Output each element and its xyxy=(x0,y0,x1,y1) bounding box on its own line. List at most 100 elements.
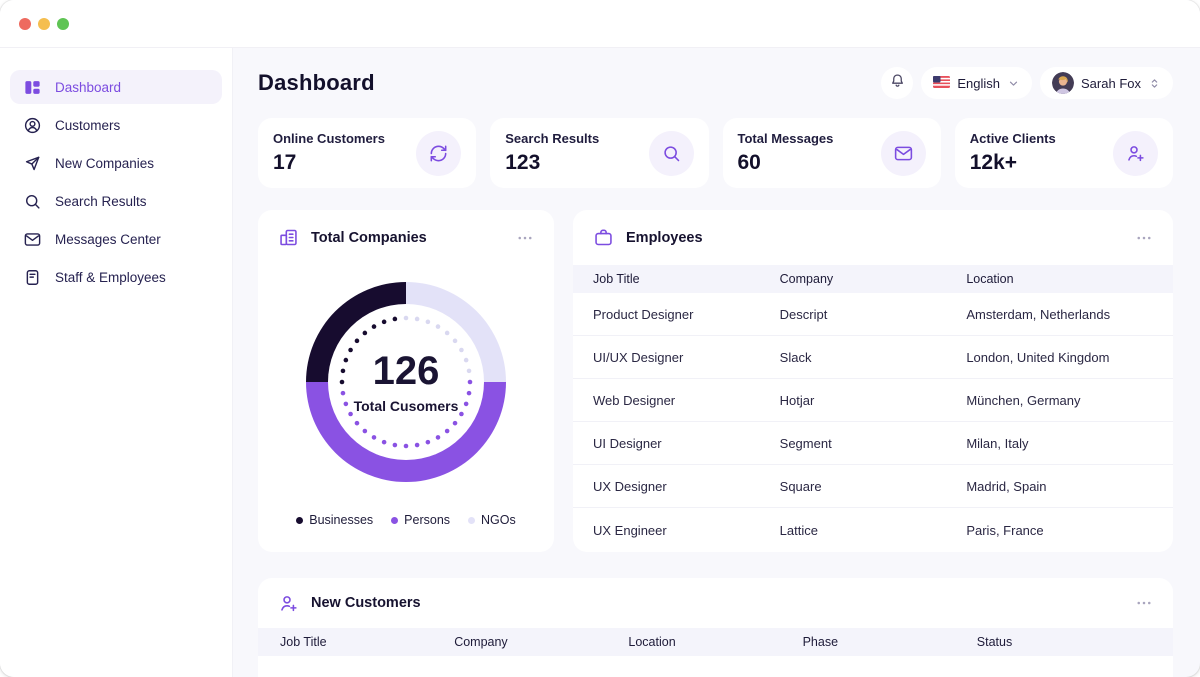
stat-card-total-messages: Total Messages 60 xyxy=(722,118,941,188)
user-plus-icon xyxy=(278,593,299,614)
traffic-light-zoom-button[interactable] xyxy=(57,17,69,30)
donut-center-value: 126 xyxy=(372,348,440,393)
column-header: Location xyxy=(628,635,676,649)
cell-job: UI Designer xyxy=(593,435,662,451)
card-title: Total Companies xyxy=(311,229,427,246)
legend-item-businesses: Businesses xyxy=(296,513,373,527)
stat-card-search-results: Search Results 123 xyxy=(490,118,709,188)
language-label: English xyxy=(957,75,1001,91)
column-header: Location xyxy=(966,272,1014,286)
stat-card-online-customers: Online Customers 17 xyxy=(258,118,477,188)
cell-job: UX Engineer xyxy=(593,522,667,538)
table-row[interactable]: Product Designer Descript Amsterdam, Nethe… xyxy=(573,293,1173,337)
sidebar: Dashboard Customers New Companies Search Re… xyxy=(0,48,233,677)
sidebar-item-label: Staff & Employees xyxy=(55,269,166,285)
building-icon xyxy=(278,227,299,248)
bell-icon xyxy=(889,72,906,94)
cell-location: Amsterdam, Netherlands xyxy=(966,306,1111,322)
cell-company: Slack xyxy=(779,349,812,365)
column-header: Phase xyxy=(802,635,839,649)
sidebar-item-staff-employees[interactable]: Staff & Employees xyxy=(10,260,222,294)
stat-label: Online Customers xyxy=(273,131,385,146)
employees-card: Employees Job Title Company Location Produ… xyxy=(573,210,1173,552)
column-header: Job Title xyxy=(280,635,327,649)
stat-text: Total Messages 60 xyxy=(738,131,834,175)
column-header: Company xyxy=(779,272,834,286)
table-row[interactable]: Web Designer Hotjar München, Germany xyxy=(573,379,1173,423)
table-row[interactable]: UX Engineer Lattice Paris, France xyxy=(573,508,1173,551)
donut-center-label: Total Cusomers xyxy=(353,397,459,414)
send-icon xyxy=(22,153,42,173)
user-name: Sarah Fox xyxy=(1081,75,1141,91)
cell-company: Square xyxy=(779,478,822,494)
sidebar-item-messages-center[interactable]: Messages Center xyxy=(10,222,222,256)
mail-icon xyxy=(22,229,42,249)
sidebar-item-label: Customers xyxy=(55,117,121,133)
stat-value: 12k+ xyxy=(969,151,1018,174)
cell-job: Product Designer xyxy=(593,306,694,322)
user-circle-icon xyxy=(22,115,42,135)
cell-location: Paris, France xyxy=(966,522,1044,538)
avatar xyxy=(1052,72,1075,94)
user-menu[interactable]: Sarah Fox xyxy=(1040,67,1173,99)
donut-dotted-circle xyxy=(339,315,473,449)
us-flag-icon xyxy=(933,75,951,91)
cell-job: UX Designer xyxy=(593,478,667,494)
briefcase-icon xyxy=(593,227,614,248)
refresh-icon xyxy=(416,130,462,176)
legend-dot xyxy=(391,516,399,524)
titlebar xyxy=(0,0,1200,48)
traffic-light-minimize-button[interactable] xyxy=(38,17,50,30)
stat-label: Active Clients xyxy=(969,131,1056,146)
card-title: Employees xyxy=(626,229,703,246)
search-icon xyxy=(22,191,42,211)
cell-company: Lattice xyxy=(779,522,818,538)
cell-location: London, United Kingdom xyxy=(966,349,1110,365)
cell-location: Madrid, Spain xyxy=(966,478,1047,494)
cell-location: München, Germany xyxy=(966,392,1081,408)
column-header: Company xyxy=(454,635,508,649)
sidebar-item-label: Messages Center xyxy=(55,231,161,247)
stat-value: 17 xyxy=(273,151,297,174)
traffic-light-close-button[interactable] xyxy=(19,17,31,30)
stat-text: Search Results 123 xyxy=(505,131,599,175)
chevron-updown-icon xyxy=(1148,77,1161,90)
table-row[interactable]: UI/UX Designer Slack London, United Kingdo… xyxy=(573,336,1173,380)
card-title: New Customers xyxy=(311,595,421,611)
donut-hole xyxy=(328,304,484,460)
sidebar-item-search-results[interactable]: Search Results xyxy=(10,184,222,218)
more-options-button[interactable] xyxy=(1135,594,1153,612)
stats-row: Online Customers 17 Search Results 123 Total… xyxy=(258,118,1173,188)
language-selector[interactable]: English xyxy=(921,67,1033,99)
chevron-down-icon xyxy=(1007,77,1020,90)
legend-label: Persons xyxy=(404,513,451,527)
page-title: Dashboard xyxy=(258,70,375,95)
main-content: Dashboard English Sarah Fox xyxy=(233,48,1200,677)
cell-location: Milan, Italy xyxy=(966,435,1029,451)
sidebar-item-customers[interactable]: Customers xyxy=(10,108,222,142)
sidebar-item-new-companies[interactable]: New Companies xyxy=(10,146,222,180)
more-options-button[interactable] xyxy=(1135,229,1153,247)
employees-table-header: Job Title Company Location xyxy=(573,265,1173,293)
column-header: Status xyxy=(976,635,1013,649)
legend-item-persons: Persons xyxy=(391,513,450,527)
table-row[interactable]: UX Designer Square Madrid, Spain xyxy=(573,465,1173,509)
legend-item-ngos: NGOs xyxy=(468,513,516,527)
donut-chart: 126 Total Cusomers xyxy=(306,282,506,482)
header-actions: English Sarah Fox xyxy=(881,67,1173,99)
sidebar-item-dashboard[interactable]: Dashboard xyxy=(10,70,222,104)
stat-label: Search Results xyxy=(505,131,600,146)
table-row[interactable]: UI Designer Segment Milan, Italy xyxy=(573,422,1173,466)
dashboard-icon xyxy=(22,77,42,97)
sidebar-item-label: Search Results xyxy=(55,193,147,209)
total-companies-card: Total Companies 126 Total Cusomers Busin… xyxy=(258,210,554,552)
new-customers-table-header: Job Title Company Location Phase Status xyxy=(258,628,1173,656)
stat-value: 123 xyxy=(505,151,541,174)
notifications-button[interactable] xyxy=(881,67,914,99)
stat-card-active-clients: Active Clients 12k+ xyxy=(954,118,1173,188)
more-options-button[interactable] xyxy=(516,229,534,247)
sidebar-nav: Dashboard Customers New Companies Search Re… xyxy=(0,70,232,294)
legend-label: NGOs xyxy=(481,513,516,527)
employees-table-body: Product Designer Descript Amsterdam, Nethe… xyxy=(573,293,1173,552)
search-icon xyxy=(648,130,694,176)
